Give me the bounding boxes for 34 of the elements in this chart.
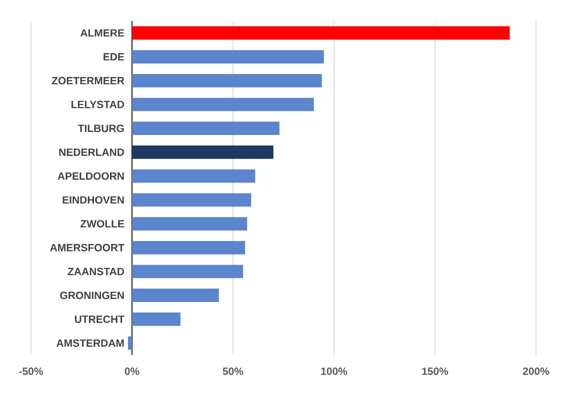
- bar: [132, 122, 280, 136]
- x-tick-label: 150%: [422, 368, 448, 375]
- x-tick-label: 0%: [124, 368, 140, 375]
- bar: [132, 193, 252, 207]
- y-tick-label: ALMERE: [80, 29, 124, 37]
- y-tick-label: AMERSFOORT: [50, 244, 124, 252]
- bar: [132, 98, 314, 112]
- y-tick-label: LELYSTAD: [72, 100, 124, 108]
- bar: [132, 312, 180, 326]
- y-tick-label: NEDERLAND: [59, 148, 124, 156]
- x-tick-label: 50%: [222, 368, 244, 375]
- x-tick-label: 100%: [321, 368, 348, 375]
- bar: [132, 169, 256, 183]
- bar: [132, 74, 322, 88]
- bar: [132, 264, 244, 278]
- x-tick-label: -50%: [19, 368, 43, 375]
- bar: [132, 240, 246, 254]
- y-tick-label: TILBURG: [78, 124, 124, 132]
- bar: [132, 217, 248, 230]
- y-tick-label: ZWOLLE: [80, 220, 124, 228]
- bar: [132, 288, 219, 302]
- y-tick-label: APELDOORN: [58, 172, 124, 180]
- y-tick-label: EDE: [104, 53, 124, 60]
- bar: [132, 50, 324, 64]
- bar: [128, 336, 132, 350]
- x-tick-label: 200%: [522, 368, 550, 375]
- y-tick-label: ZAANSTAD: [68, 268, 124, 276]
- y-tick-label: GRONINGEN: [60, 292, 124, 300]
- bar: [132, 146, 274, 159]
- y-tick-label: ZOETERMEER: [52, 76, 124, 84]
- y-tick-label: AMSTERDAM: [56, 339, 124, 347]
- y-tick-label: EINDHOVEN: [62, 196, 124, 204]
- bar: [132, 26, 510, 40]
- y-tick-label: UTRECHT: [74, 316, 124, 323]
